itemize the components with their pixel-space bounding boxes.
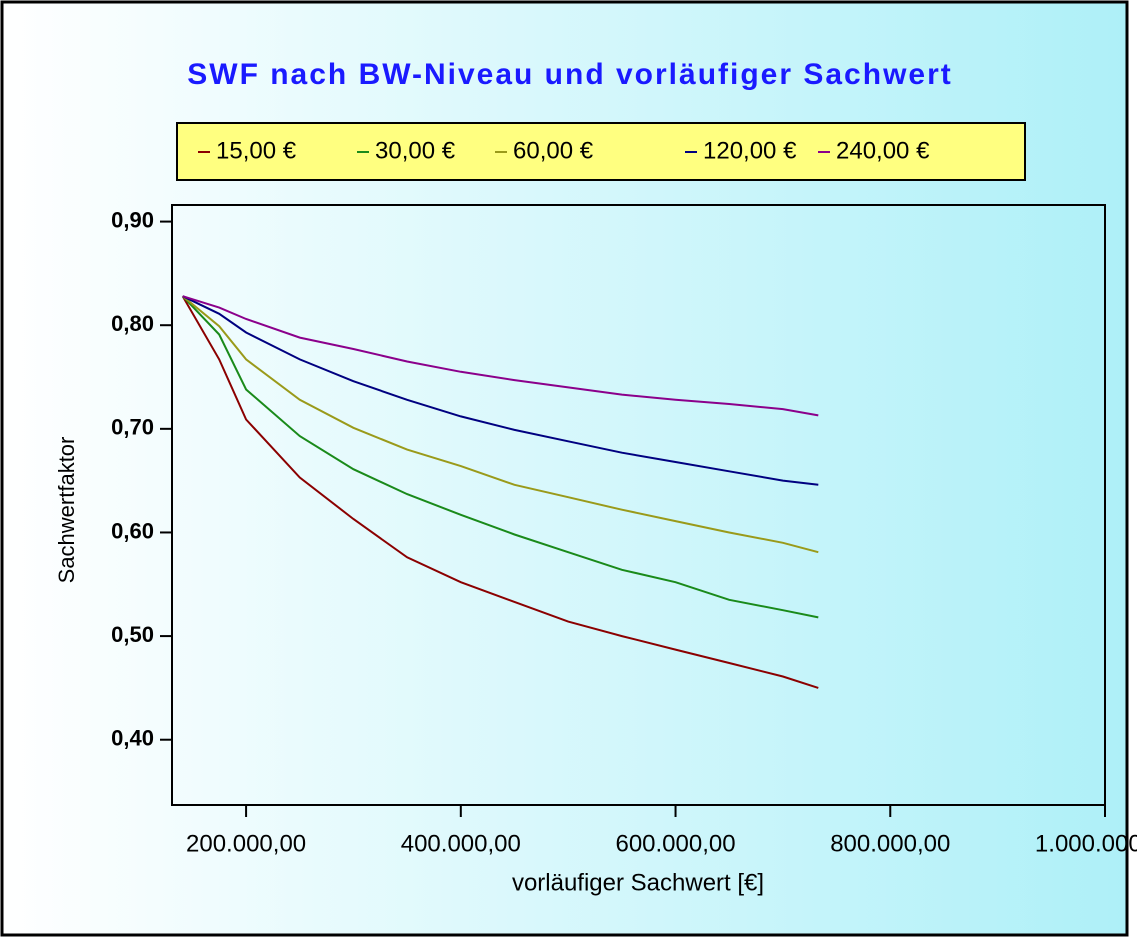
plot-frame [171,204,1106,806]
legend-label: 30,00 € [375,137,456,164]
series-line [182,295,819,486]
legend-label: 240,00 € [836,137,930,164]
series-line [182,295,819,417]
y-tick-label: 0,90 [111,207,154,232]
series-line [182,295,819,554]
legend-box [176,122,1026,181]
y-tick-label: 0,70 [111,415,154,440]
legend-label: 15,00 € [216,137,297,164]
x-tick-label: 200.000,00 [186,830,306,857]
x-tick-label: 400.000,00 [401,830,521,857]
legend-label: 60,00 € [513,137,594,164]
series-line [181,295,819,619]
y-tick-label: 0,50 [111,622,154,647]
y-axis-label: Sachwertfaktor [54,437,79,584]
y-tick-label: 0,40 [111,726,154,751]
x-tick-label: 800.000,00 [830,830,950,857]
y-tick-label: 0,80 [111,311,154,336]
x-tick-label: 1.000.000,00 [1035,830,1137,857]
legend-label: 120,00 € [703,137,797,164]
y-tick-label: 0,60 [111,518,154,543]
chart-title: SWF nach BW-Niveau und vorläufiger Sachw… [187,58,953,91]
x-axis-label: vorläufiger Sachwert [€] [512,869,764,896]
series-line [181,295,819,689]
x-tick-label: 600.000,00 [615,830,735,857]
